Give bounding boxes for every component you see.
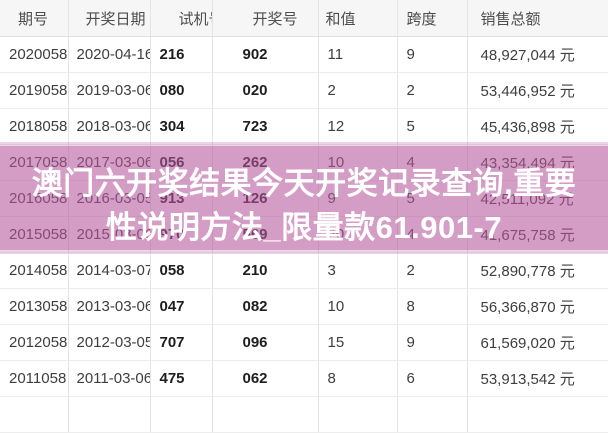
table-cell: 062 xyxy=(212,360,319,397)
table-cell-empty xyxy=(318,396,398,433)
overlay-text-line1: 澳门六开奖结果今天开奖记录查询,重要 xyxy=(31,166,577,201)
overlay-text-line2: 性说明方法_限量款61.901-7 xyxy=(105,210,503,245)
table-cell: 53,913,542 元 xyxy=(467,360,608,397)
table-cell: 082 xyxy=(212,288,319,325)
table-cell: 2 xyxy=(397,252,468,289)
table-cell: 10 xyxy=(318,288,398,325)
table-cell-empty xyxy=(0,396,69,433)
table-cell: 9 xyxy=(397,324,468,361)
table-cell: 8 xyxy=(318,360,398,397)
table-header-row: 期号开奖日期试机号开奖号和值跨度销售总额 xyxy=(0,0,608,37)
table-cell: 3 xyxy=(318,252,398,289)
table-cell-empty xyxy=(150,396,213,433)
table-cell: 2019-03-06 xyxy=(68,72,151,109)
table-cell: 2011-03-06 xyxy=(68,360,151,397)
table-cell: 2018058 xyxy=(0,108,69,145)
table-cell: 902 xyxy=(212,36,319,73)
table-cell: 8 xyxy=(397,288,468,325)
table-cell: 304 xyxy=(150,108,213,145)
table-cell-empty xyxy=(397,396,468,433)
table-cell: 2013-03-06 xyxy=(68,288,151,325)
table-cell: 2013058 xyxy=(0,288,69,325)
table-cell: 096 xyxy=(212,324,319,361)
table-cell: 2012-03-05 xyxy=(68,324,151,361)
table-row: 2019058 2019-03-06 080 020 2 2 53,446,952 元 xyxy=(0,72,608,109)
table-row: 2013058 2013-03-06 047 082 10 8 56,366,870 元 xyxy=(0,288,608,325)
table-cell: 11 xyxy=(318,36,398,73)
table-cell: 2019058 xyxy=(0,72,69,109)
table-cell: 080 xyxy=(150,72,213,109)
header-cell: 和值 xyxy=(318,0,398,37)
table-cell: 047 xyxy=(150,288,213,325)
table-cell: 52,890,778 元 xyxy=(467,252,608,289)
table-row: 2012058 2012-03-05 707 096 15 9 61,569,020 元 xyxy=(0,324,608,361)
promo-overlay-banner[interactable]: 澳门六开奖结果今天开奖记录查询,重要 性说明方法_限量款61.901-7 xyxy=(0,142,608,254)
table-row: 2014058 2014-03-07 058 210 3 2 52,890,778 元 xyxy=(0,252,608,289)
table-cell-empty xyxy=(467,396,608,433)
table-cell: 707 xyxy=(150,324,213,361)
table-cell: 020 xyxy=(212,72,319,109)
table-cell: 9 xyxy=(397,36,468,73)
header-cell: 跨度 xyxy=(397,0,468,37)
table-row: 2011058 2011-03-06 475 062 8 6 53,913,542 元 xyxy=(0,360,608,397)
table-cell: 058 xyxy=(150,252,213,289)
table-cell-empty xyxy=(68,396,151,433)
header-cell: 销售总额 xyxy=(467,0,608,37)
header-cell: 期号 xyxy=(0,0,69,37)
table-cell: 2014-03-07 xyxy=(68,252,151,289)
header-cell: 试机号 xyxy=(150,0,213,37)
table-cell: 5 xyxy=(397,108,468,145)
table-cell: 2014058 xyxy=(0,252,69,289)
table-cell: 216 xyxy=(150,36,213,73)
table-cell: 2012058 xyxy=(0,324,69,361)
table-cell: 15 xyxy=(318,324,398,361)
table-cell: 12 xyxy=(318,108,398,145)
table-cell: 2020-04-16 xyxy=(68,36,151,73)
header-cell: 开奖日期 xyxy=(68,0,151,37)
header-cell: 开奖号 xyxy=(212,0,319,37)
table-cell: 2020058 xyxy=(0,36,69,73)
table-cell: 61,569,020 元 xyxy=(467,324,608,361)
partial-row xyxy=(0,396,608,433)
table-cell: 6 xyxy=(397,360,468,397)
table-cell: 210 xyxy=(212,252,319,289)
table-cell-empty xyxy=(212,396,319,433)
table-cell: 2 xyxy=(318,72,398,109)
table-row: 2018058 2018-03-06 304 723 12 5 45,436,898 元 xyxy=(0,108,608,145)
table-cell: 48,927,044 元 xyxy=(467,36,608,73)
table-cell: 2011058 xyxy=(0,360,69,397)
table-cell: 45,436,898 元 xyxy=(467,108,608,145)
table-row: 2020058 2020-04-16 216 902 11 9 48,927,044 元 xyxy=(0,36,608,73)
table-cell: 723 xyxy=(212,108,319,145)
table-cell: 475 xyxy=(150,360,213,397)
table-cell: 53,446,952 元 xyxy=(467,72,608,109)
table-cell: 56,366,870 元 xyxy=(467,288,608,325)
table-cell: 2018-03-06 xyxy=(68,108,151,145)
table-cell: 2 xyxy=(397,72,468,109)
